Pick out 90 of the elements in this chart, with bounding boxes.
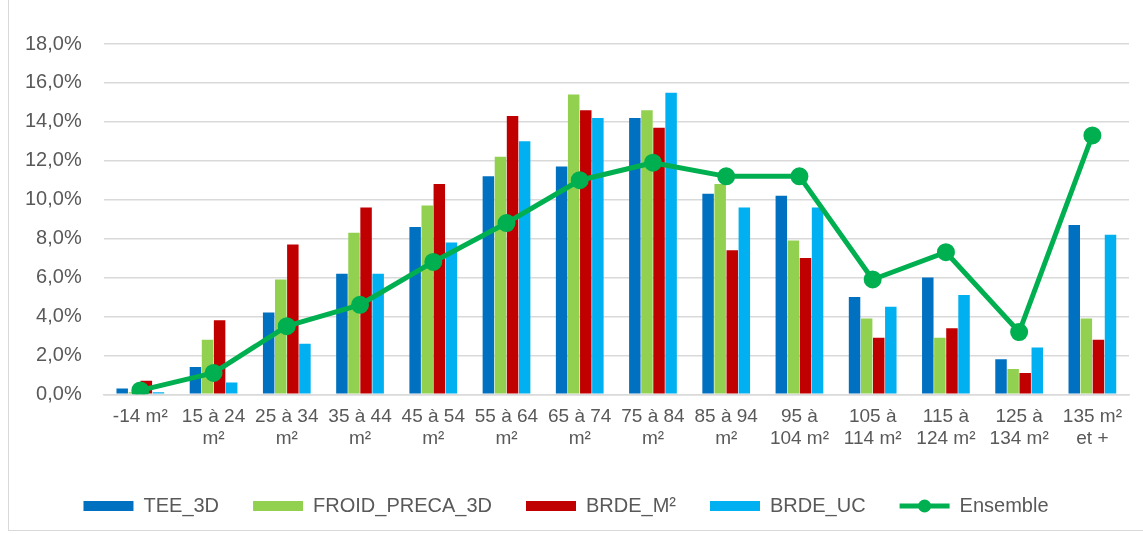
bar xyxy=(958,295,970,394)
bar xyxy=(348,232,360,394)
point xyxy=(351,295,370,314)
bar xyxy=(934,337,946,394)
y-tick-label: 0,0% xyxy=(36,381,82,404)
bar xyxy=(555,166,568,394)
y-tick-label: 18,0% xyxy=(24,31,82,54)
x-tick-label: 105 à 114 m² xyxy=(843,405,902,449)
y-tick-label: 14,0% xyxy=(24,109,82,132)
bar xyxy=(116,388,128,394)
bar xyxy=(518,141,531,394)
bar xyxy=(848,296,861,394)
bar xyxy=(1068,224,1080,394)
bar xyxy=(580,110,592,394)
bar xyxy=(665,92,677,394)
point xyxy=(277,317,296,336)
y-tick-label: 16,0% xyxy=(24,70,82,93)
bar xyxy=(702,193,714,394)
point xyxy=(1010,323,1029,342)
x-tick-label: 85 à 94 m² xyxy=(694,405,759,449)
legend-label: BRDE_UC xyxy=(770,493,866,517)
x-tick-label: 65 à 74 m² xyxy=(548,405,612,449)
legend-label: TEE_3D xyxy=(143,493,220,517)
x-tick-label: 45 à 54 m² xyxy=(401,405,466,449)
legend-label: BRDE_M² xyxy=(586,493,677,517)
bar xyxy=(726,250,738,394)
bar xyxy=(995,359,1007,394)
bar xyxy=(653,127,665,394)
y-tick-label: 6,0% xyxy=(36,265,82,288)
point xyxy=(643,153,662,172)
y-tick-label: 4,0% xyxy=(36,303,82,326)
point xyxy=(863,270,882,289)
point xyxy=(936,243,955,262)
bar xyxy=(872,337,885,394)
x-tick-label: 135 m² et + xyxy=(1062,405,1122,449)
point xyxy=(497,214,516,233)
y-tick-label: 12,0% xyxy=(24,148,82,171)
x-tick-label: 115 à 124 m² xyxy=(916,405,976,449)
bar xyxy=(372,273,384,394)
bar xyxy=(946,328,958,394)
x-tick-label: 75 à 84 m² xyxy=(621,405,686,449)
x-tick-label: 125 à 134 m² xyxy=(989,405,1049,449)
bar xyxy=(799,258,812,394)
bar xyxy=(506,116,519,394)
bar xyxy=(299,343,311,394)
bar xyxy=(409,226,421,394)
legend-label: Ensemble xyxy=(959,493,1049,516)
bar xyxy=(922,277,934,394)
bar xyxy=(1007,369,1019,394)
y-tick-label: 10,0% xyxy=(24,187,82,210)
bar xyxy=(1019,372,1031,394)
bar xyxy=(775,195,788,394)
bar xyxy=(885,306,897,394)
bar xyxy=(1080,318,1093,394)
point xyxy=(717,167,736,186)
bar xyxy=(567,94,580,394)
x-tick-label: -14 m² xyxy=(112,405,168,427)
bar xyxy=(629,117,641,394)
bar xyxy=(1104,234,1117,394)
bar xyxy=(225,382,238,394)
legend-label: FROID_PRECA_3D xyxy=(313,493,492,517)
bar xyxy=(787,240,800,394)
point xyxy=(424,252,443,271)
bar xyxy=(714,184,726,394)
x-tick-label: 25 à 34 m² xyxy=(255,405,319,449)
bar xyxy=(494,156,507,394)
bar xyxy=(592,117,604,394)
x-tick-label: 95 à 104 m² xyxy=(769,405,830,449)
point xyxy=(790,167,809,186)
y-tick-label: 8,0% xyxy=(36,226,82,249)
bar xyxy=(811,207,824,394)
bar xyxy=(336,273,348,394)
bar xyxy=(360,207,372,394)
bar xyxy=(445,242,458,394)
x-tick-label: 35 à 44 m² xyxy=(328,405,393,449)
point xyxy=(570,171,589,190)
bar xyxy=(287,244,299,394)
point xyxy=(1083,126,1102,145)
bar xyxy=(860,318,873,394)
bar xyxy=(641,110,653,394)
x-tick-label: 15 à 24 m² xyxy=(181,405,246,449)
bar xyxy=(1092,339,1105,394)
y-tick-label: 2,0% xyxy=(36,342,82,365)
bar xyxy=(482,176,495,394)
bar xyxy=(433,184,446,394)
bar xyxy=(1031,347,1044,394)
point xyxy=(204,363,223,382)
bar xyxy=(421,205,433,394)
bar xyxy=(738,207,751,394)
x-tick-label: 55 à 64 m² xyxy=(474,405,539,449)
